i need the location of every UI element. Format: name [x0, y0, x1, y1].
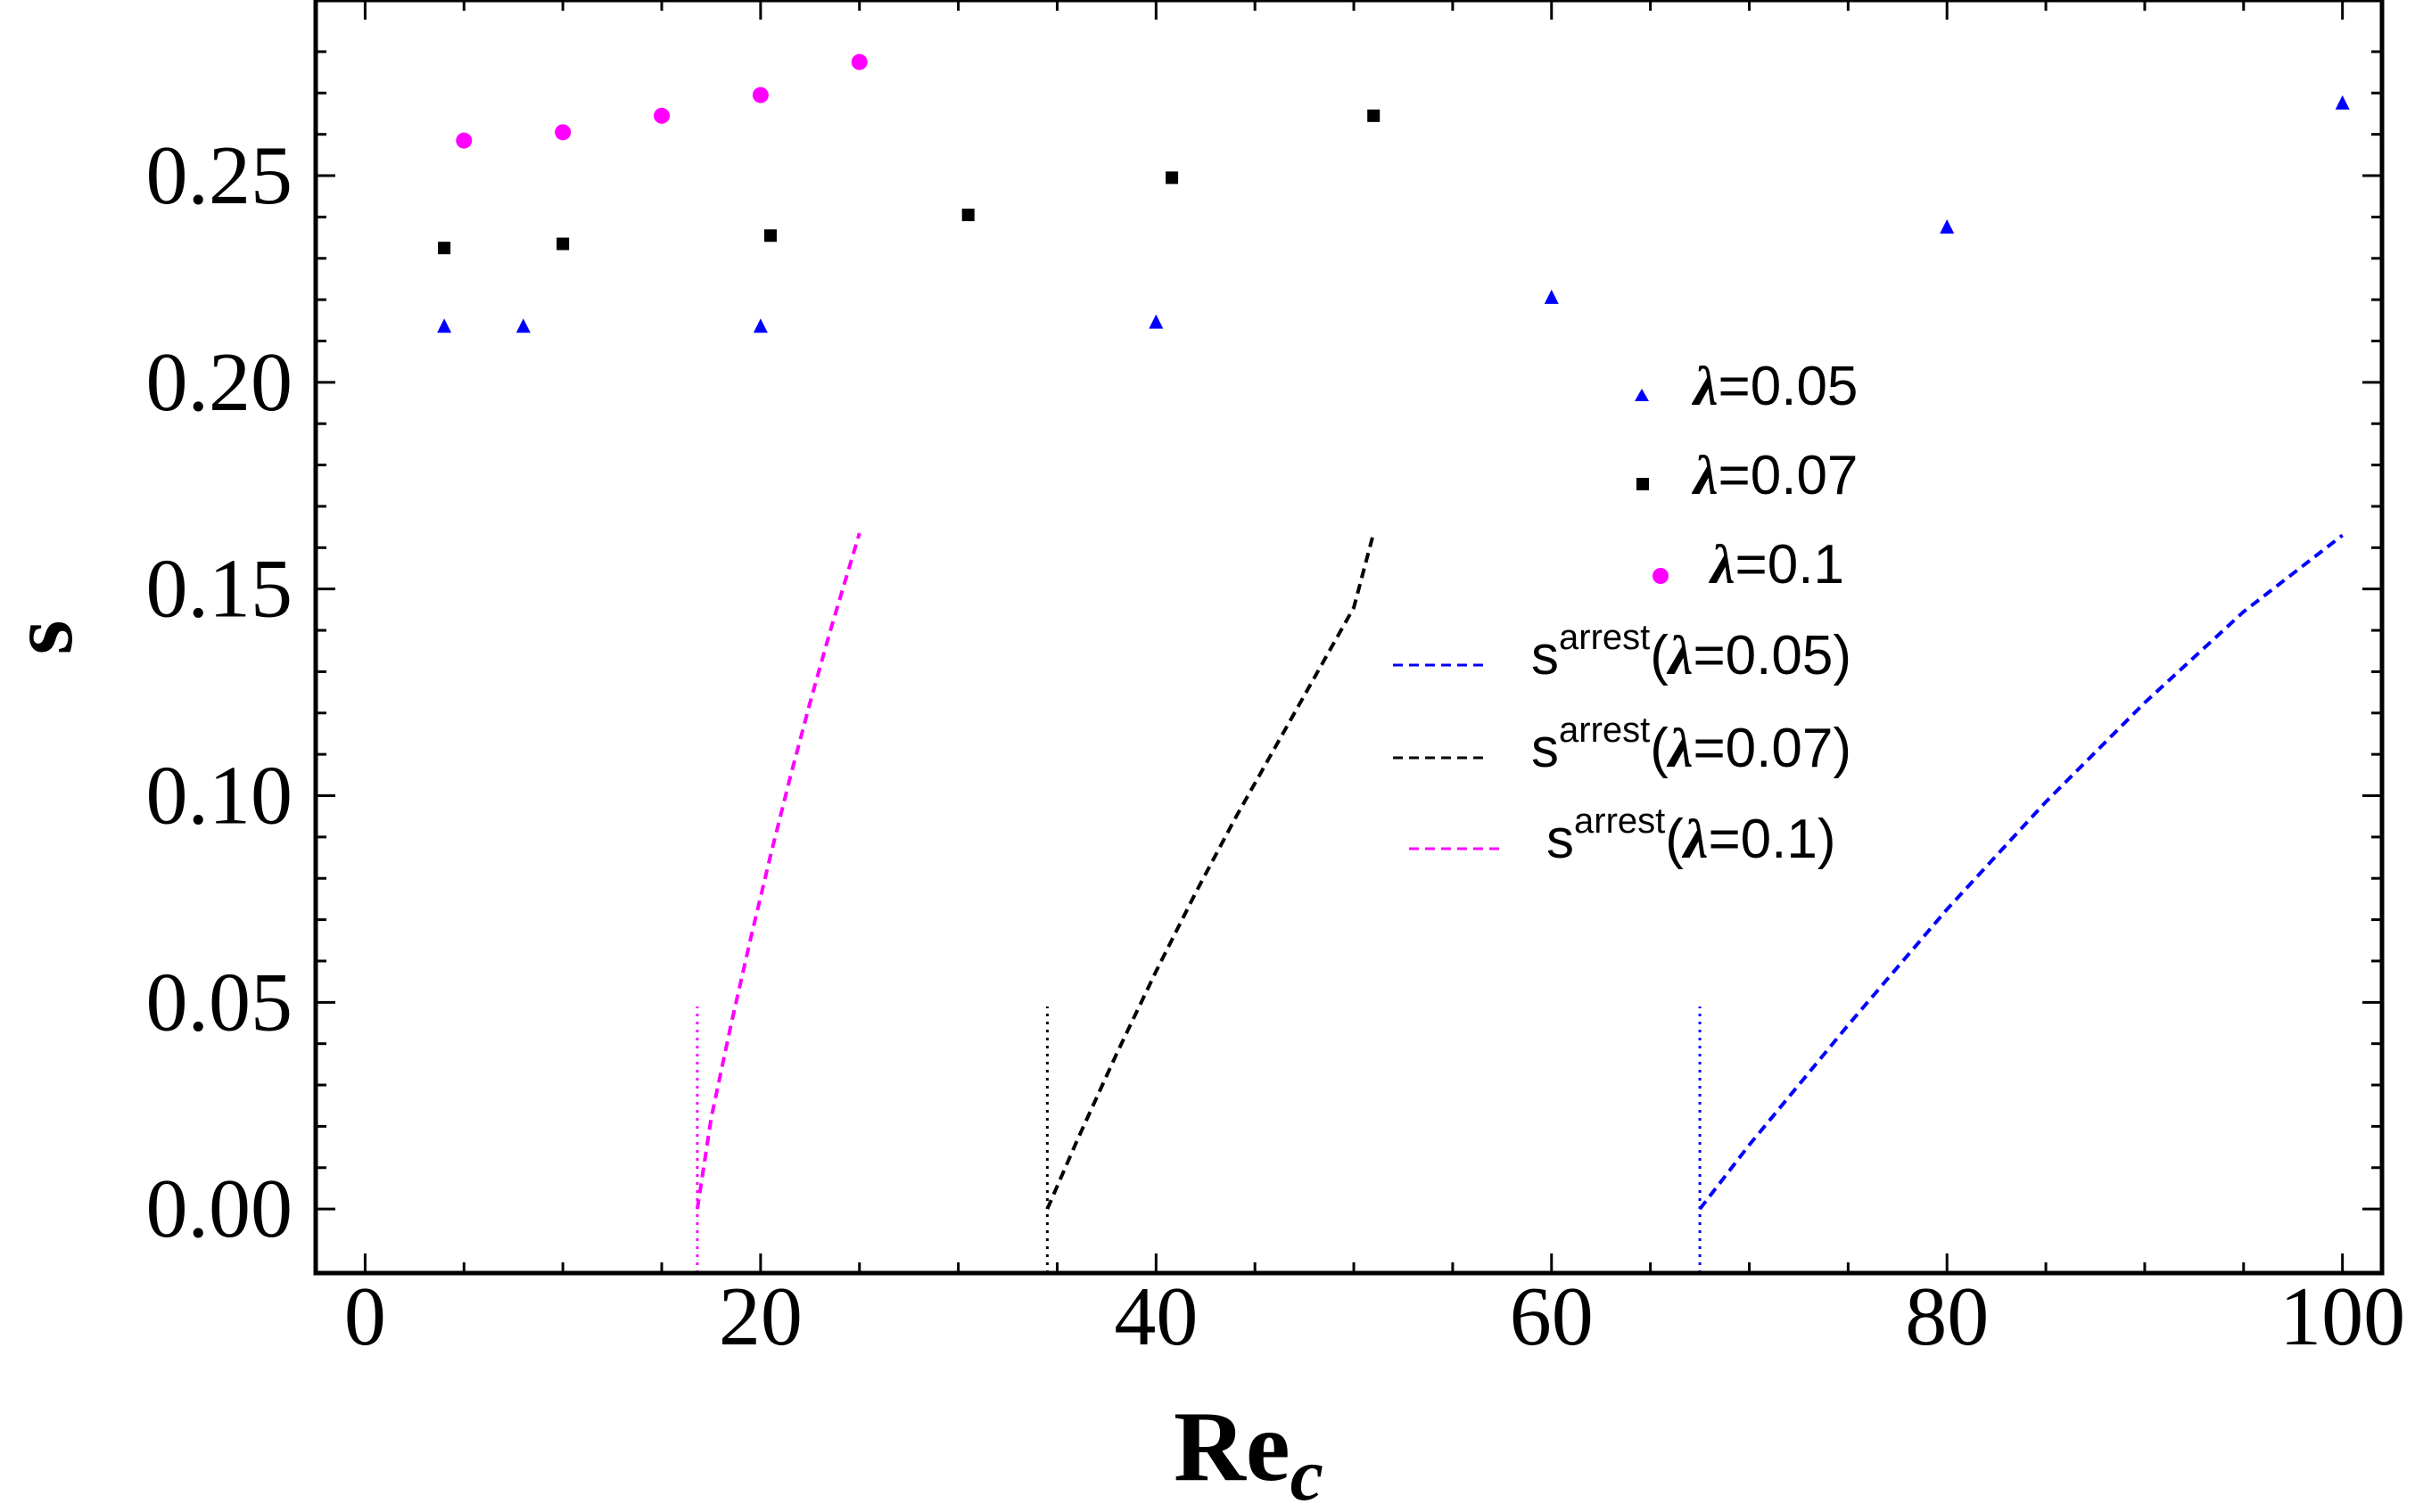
x-axis-label-subscript: c [1290, 1434, 1323, 1512]
legend-entry-arrest-0.07: sarrest(λ=0.07) [1393, 711, 1851, 779]
data-point-circle [654, 107, 671, 124]
svg-text:λ=0.07: λ=0.07 [1691, 445, 1858, 506]
data-point-square [763, 229, 777, 242]
data-point-square [438, 242, 451, 255]
y-tick-label: 0.20 [146, 336, 293, 429]
data-point-triangle [1544, 289, 1559, 304]
y-tick-label: 0.15 [146, 543, 293, 636]
data-point-square [1367, 109, 1381, 122]
data-point-triangle [2335, 94, 2350, 110]
arrest-curve [1045, 532, 1376, 1210]
data-point-triangle [437, 318, 452, 333]
x-tick-label: 20 [719, 1270, 803, 1363]
svg-text:λ=0.1: λ=0.1 [1708, 534, 1844, 596]
data-point-triangle [753, 318, 768, 333]
x-tick-label: 80 [1905, 1270, 1989, 1363]
x-axis-label: Rec [1174, 1392, 1323, 1512]
legend-marker-square [1636, 478, 1649, 490]
data-point-circle [456, 132, 473, 149]
arrest-curve [695, 532, 861, 1210]
data-point-circle [851, 53, 868, 70]
legend-marker-triangle [1635, 389, 1649, 401]
x-tick-label: 60 [1510, 1270, 1594, 1363]
svg-text:sarrest(λ=0.1): sarrest(λ=0.1) [1546, 801, 1835, 870]
y-tick-label: 0.10 [146, 750, 293, 842]
data-point-square [556, 237, 570, 251]
y-axis-label: s [0, 620, 91, 655]
legend-marker-circle [1653, 568, 1669, 584]
arrest-curve [1698, 533, 2344, 1211]
svg-text:λ=0.05: λ=0.05 [1691, 356, 1858, 417]
legend: λ=0.05 λ=0.07 λ=0.1 sarrest(λ=0.05) sarr… [1393, 356, 1858, 870]
tick-marks [316, 0, 2382, 1273]
data-point-triangle [515, 318, 531, 333]
data-point-triangle [1149, 314, 1164, 329]
tick-labels: 0 20 40 60 80 100 0.00 0.05 0.10 0.15 0.20 0.25 [146, 129, 2406, 1363]
data-point-triangle [1940, 219, 1955, 234]
plot-frame [313, 0, 2385, 1276]
x-tick-label: 100 [2279, 1270, 2405, 1363]
data-point-circle [752, 86, 769, 103]
data-point-square [961, 209, 975, 222]
svg-text:sarrest(λ=0.05): sarrest(λ=0.05) [1531, 618, 1851, 686]
data-points [437, 53, 2350, 333]
legend-entry-arrest-0.05: sarrest(λ=0.05) [1393, 618, 1851, 686]
y-tick-label: 0.05 [146, 956, 293, 1048]
x-tick-label: 0 [344, 1270, 386, 1363]
legend-entry-arrest-0.1: sarrest(λ=0.1) [1409, 801, 1835, 870]
x-tick-label: 40 [1114, 1270, 1198, 1363]
legend-entry-lambda-0.07: λ=0.07 [1636, 445, 1858, 506]
svg-text:sarrest(λ=0.07): sarrest(λ=0.07) [1531, 711, 1851, 779]
legend-entry-lambda-0.05: λ=0.05 [1635, 356, 1858, 417]
y-tick-label: 0.00 [146, 1163, 293, 1255]
reference-lines [696, 1006, 1702, 1273]
legend-entry-lambda-0.1: λ=0.1 [1653, 534, 1844, 596]
data-point-circle [555, 124, 572, 141]
arrest-curves [695, 532, 2344, 1211]
y-tick-label: 0.25 [146, 129, 293, 222]
data-point-square [1166, 171, 1179, 185]
